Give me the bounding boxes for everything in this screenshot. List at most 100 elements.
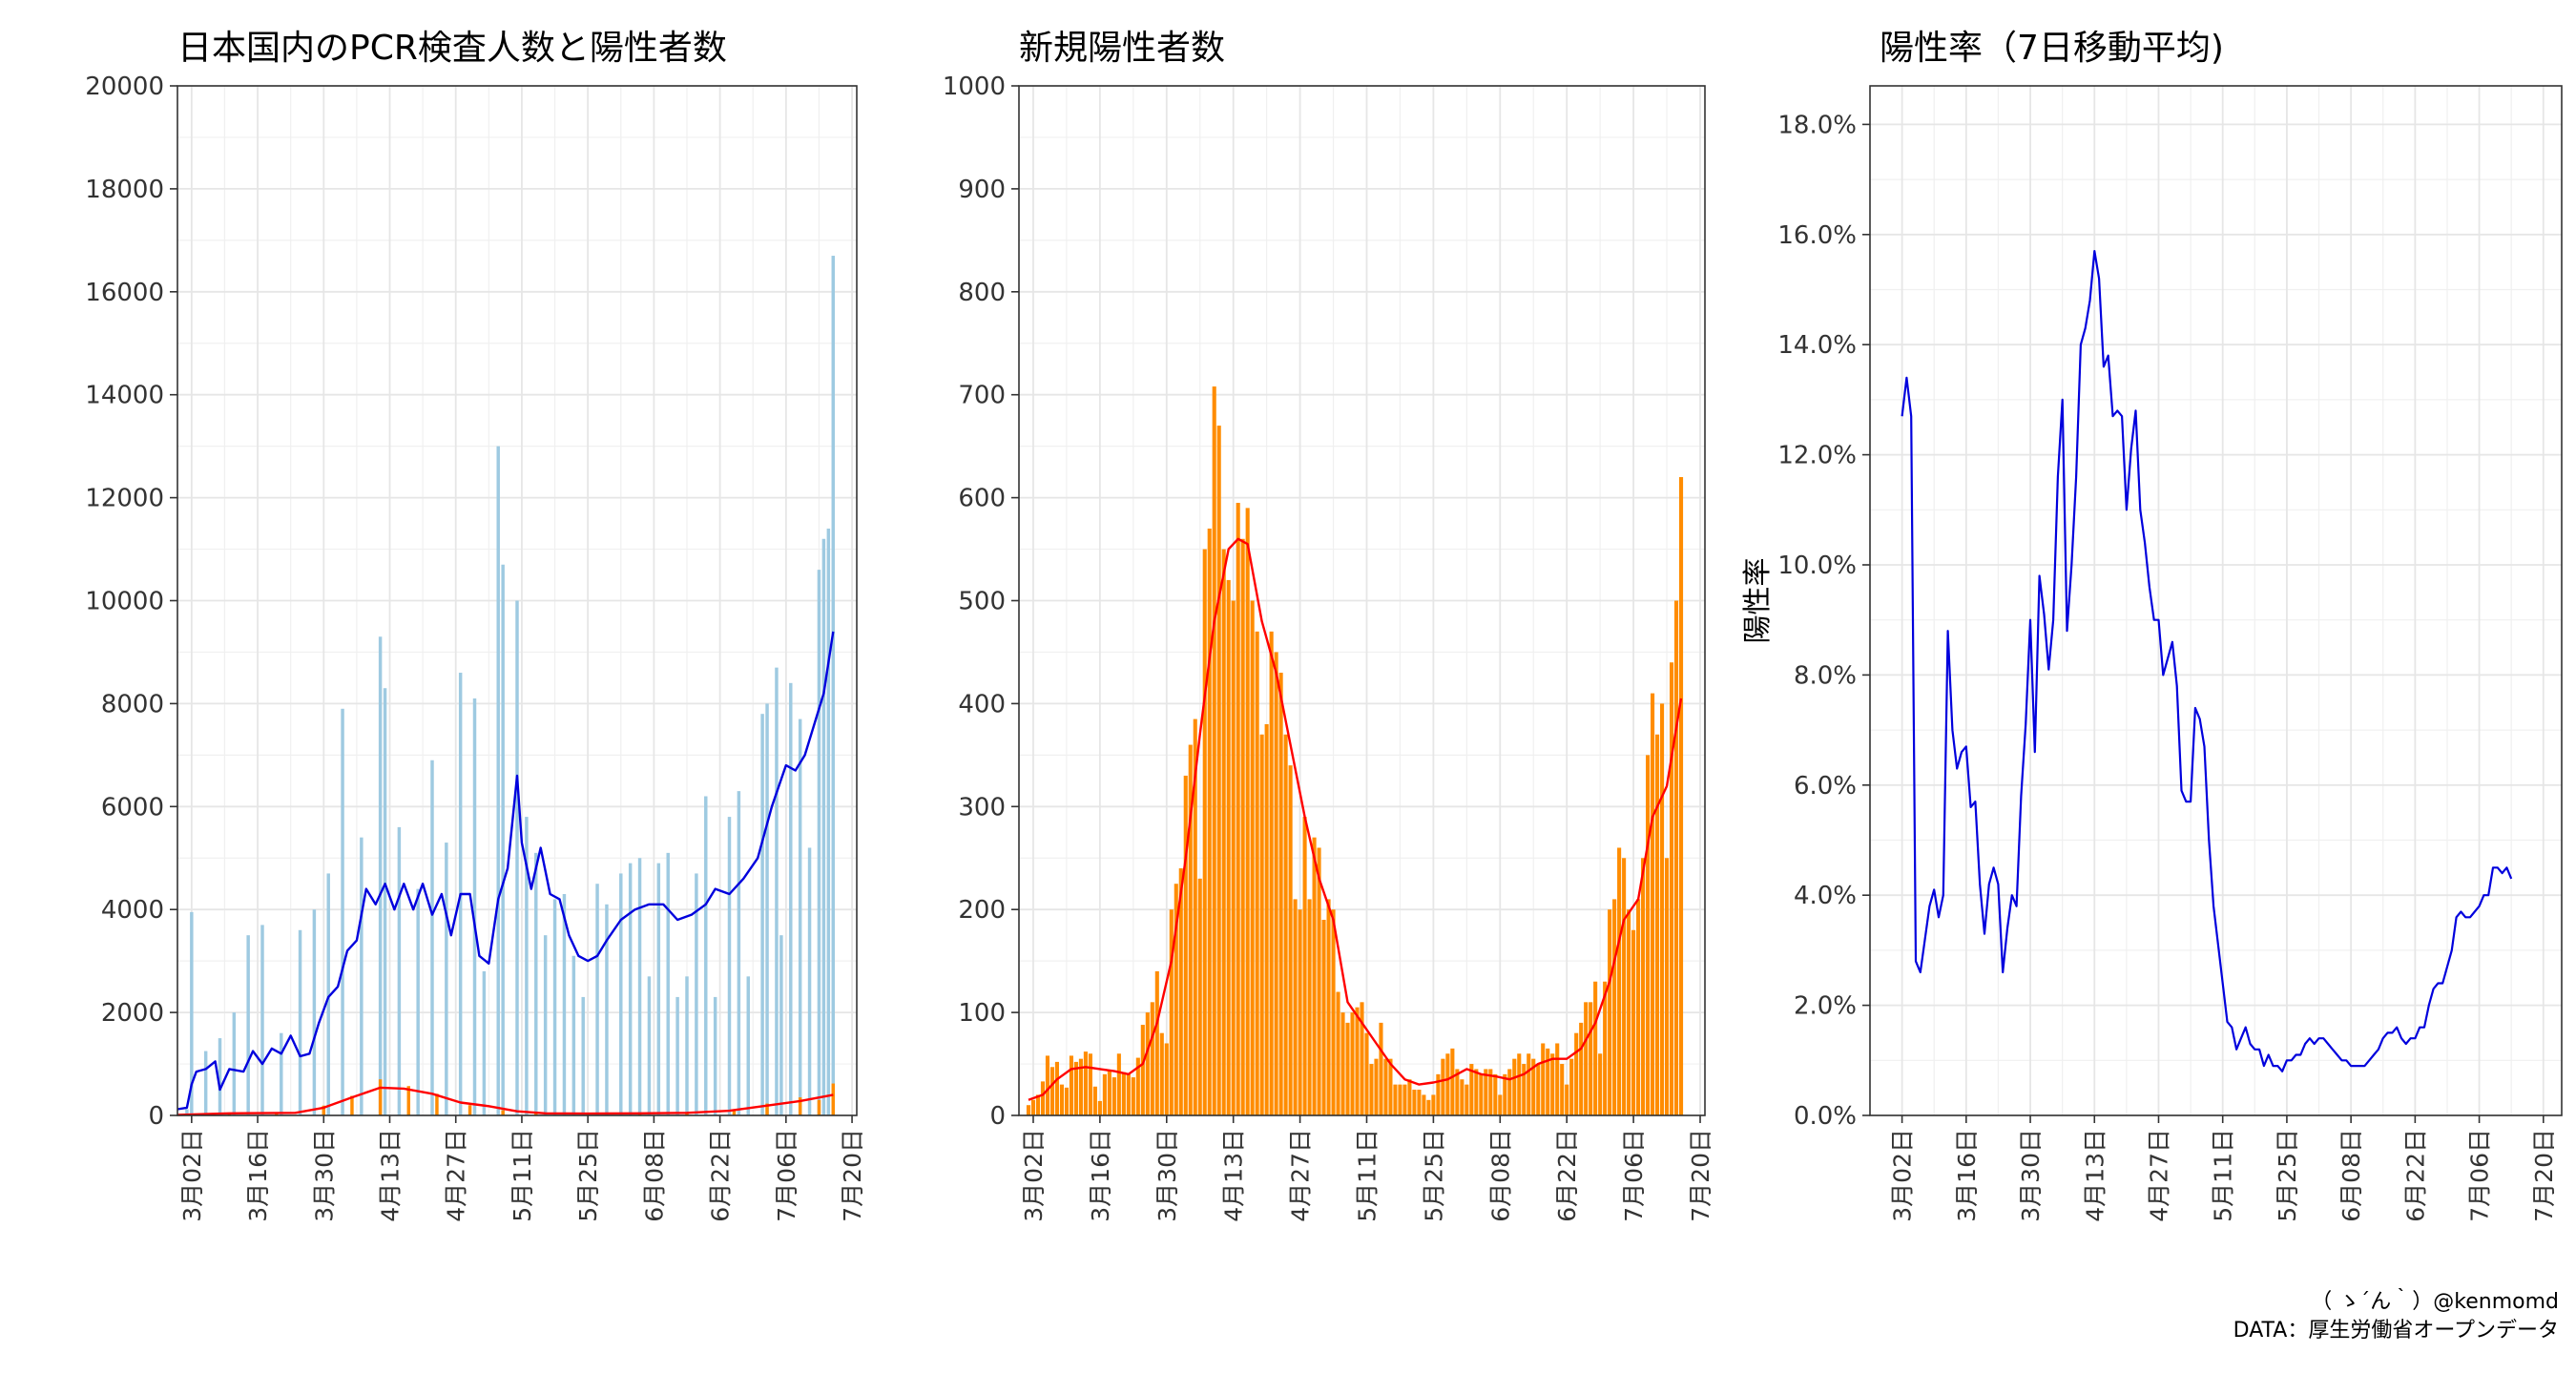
- bar-mark: [1673, 600, 1679, 1115]
- bar-mark: [280, 1032, 283, 1115]
- bar-mark: [779, 935, 783, 1115]
- bar-mark: [807, 847, 812, 1115]
- bar-mark: [1541, 1043, 1546, 1115]
- bar-mark: [552, 899, 557, 1115]
- bar-mark: [1159, 1032, 1164, 1115]
- y-tick-label: 0: [148, 1102, 164, 1131]
- bar-mark: [1560, 1064, 1565, 1115]
- bar-mark: [1097, 1100, 1102, 1115]
- bar-mark: [1245, 508, 1250, 1115]
- x-tick-label: 6月22日: [2401, 1129, 2429, 1222]
- bar-mark: [1531, 1058, 1536, 1115]
- bar-mark: [1369, 1064, 1374, 1115]
- bar-mark: [1507, 1069, 1512, 1115]
- bar-mark: [685, 976, 689, 1115]
- bar-mark: [1431, 1094, 1436, 1115]
- bar-mark: [1340, 1012, 1345, 1115]
- y-tick-label: 100: [958, 999, 1006, 1028]
- bar-mark: [1422, 1094, 1426, 1115]
- bar-mark: [1183, 775, 1188, 1115]
- chart-title: 日本国内のPCR検査人数と陽性者数: [177, 29, 727, 68]
- bar-mark: [562, 894, 567, 1115]
- bar-mark: [581, 996, 585, 1115]
- bar-mark: [501, 1110, 505, 1115]
- y-tick-label: 4000: [101, 896, 164, 925]
- bar-mark: [1631, 929, 1636, 1115]
- bar-mark: [713, 996, 717, 1115]
- bar-mark: [322, 1105, 326, 1115]
- x-tick-label: 5月25日: [1420, 1129, 1447, 1222]
- y-tick-label: 20000: [85, 73, 164, 101]
- y-tick-label: 2.0%: [1794, 992, 1857, 1021]
- bar-mark: [1174, 884, 1178, 1115]
- bar-mark: [1045, 1055, 1050, 1115]
- y-tick-label: 0.0%: [1794, 1102, 1857, 1131]
- bar-mark: [1278, 673, 1283, 1115]
- bar-mark: [534, 1113, 538, 1115]
- bar-mark: [1498, 1094, 1503, 1115]
- bar-mark: [445, 843, 448, 1115]
- bar-mark: [1603, 981, 1608, 1115]
- bar-mark: [1622, 858, 1627, 1115]
- bar-mark: [1193, 718, 1197, 1115]
- bar-mark: [1678, 477, 1684, 1115]
- bar-mark: [1402, 1084, 1407, 1115]
- bar-mark: [1546, 1048, 1550, 1115]
- bar-mark: [737, 791, 741, 1115]
- bar-mark: [1064, 1087, 1069, 1115]
- bar-mark: [1565, 1084, 1569, 1115]
- bar-mark: [1469, 1064, 1474, 1115]
- bar-mark: [378, 1079, 383, 1115]
- y-tick-label: 6.0%: [1794, 772, 1857, 801]
- x-tick-label: 6月08日: [1486, 1129, 1514, 1222]
- chart-panel-3: 陽性率（7日移動平均) 0.0% 2.0% 4.0% 6.0% 8.0% 10.0% 12.0…: [1741, 29, 2563, 1222]
- bar-mark: [1617, 847, 1622, 1115]
- y-tick-label: 12000: [85, 485, 164, 513]
- chart-panel-1: 日本国内のPCR検査人数と陽性者数 0 2000 4000 6000 8000 10000 1…: [85, 29, 866, 1222]
- bar-mark: [1579, 1022, 1584, 1115]
- bar-mark: [647, 976, 652, 1115]
- bar-mark: [1441, 1058, 1445, 1115]
- bar-mark: [656, 863, 661, 1115]
- bar-mark: [1030, 1099, 1036, 1115]
- y-tick-label: 14.0%: [1777, 331, 1857, 360]
- bar-mark: [1197, 878, 1202, 1115]
- bar-mark: [1231, 600, 1236, 1115]
- x-tick-label: 3月30日: [1153, 1129, 1181, 1222]
- x-tick-label: 3月02日: [1889, 1129, 1917, 1222]
- bar-mark: [378, 636, 383, 1115]
- bar-mark: [1436, 1073, 1441, 1115]
- y-tick-label: 10000: [85, 588, 164, 616]
- y-tick-label: 300: [958, 793, 1006, 822]
- bar-mark: [1660, 703, 1665, 1115]
- series-line: [1901, 250, 2513, 1072]
- bar-mark: [1274, 652, 1278, 1115]
- bar-mark: [1641, 858, 1646, 1115]
- bar-mark: [1092, 1086, 1097, 1115]
- bar-mark: [1169, 909, 1174, 1115]
- bar-mark: [571, 955, 576, 1115]
- bar-mark: [1627, 909, 1631, 1115]
- bar-mark: [406, 1086, 411, 1115]
- bar-mark: [482, 970, 487, 1115]
- bar-mark: [1412, 1090, 1417, 1115]
- bar-mark: [1350, 1012, 1355, 1115]
- bar-mark: [1474, 1069, 1479, 1115]
- bar-mark: [1450, 1048, 1455, 1115]
- bar-mark: [496, 446, 500, 1115]
- bar-mark: [1646, 755, 1651, 1115]
- bar-mark: [1417, 1090, 1422, 1115]
- bar-mark: [1150, 1002, 1154, 1115]
- bar-mark: [1069, 1055, 1073, 1115]
- y-axis-label: 陽性率: [1741, 558, 1775, 644]
- bar-mark: [1207, 528, 1212, 1115]
- bar-mark: [765, 703, 769, 1115]
- x-tick-label: 5月25日: [574, 1129, 602, 1222]
- x-tick-label: 6月08日: [2337, 1129, 2365, 1222]
- y-tick-label: 18.0%: [1777, 111, 1857, 139]
- bar-mark: [732, 1111, 737, 1115]
- bar-mark: [789, 682, 793, 1115]
- bar-mark: [798, 718, 802, 1115]
- bar-mark: [1054, 1061, 1059, 1115]
